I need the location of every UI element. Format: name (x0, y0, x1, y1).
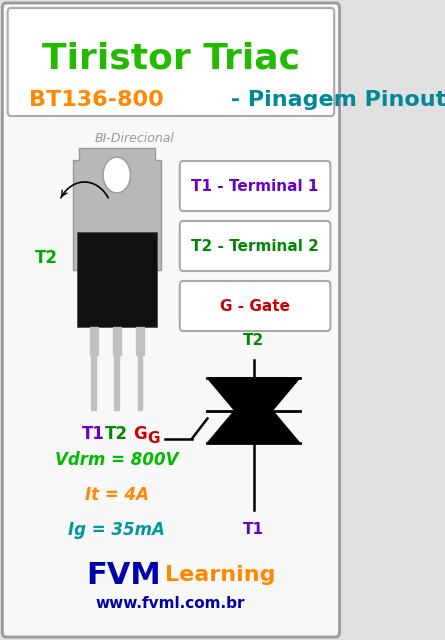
FancyBboxPatch shape (2, 3, 340, 637)
Text: BI-Direcional: BI-Direcional (94, 131, 174, 145)
Text: T2 - Terminal 2: T2 - Terminal 2 (191, 239, 319, 253)
Text: Ig = 35mA: Ig = 35mA (69, 521, 165, 539)
Polygon shape (207, 378, 299, 433)
Text: It = 4A: It = 4A (85, 486, 149, 504)
Text: T2: T2 (243, 333, 264, 348)
Text: G: G (147, 431, 160, 446)
Polygon shape (73, 148, 162, 270)
Polygon shape (138, 355, 142, 410)
Text: T1: T1 (82, 425, 105, 443)
Text: FVM: FVM (87, 561, 162, 589)
FancyBboxPatch shape (180, 161, 330, 211)
Polygon shape (90, 327, 97, 355)
Text: - Pinagem Pinout: - Pinagem Pinout (223, 90, 445, 110)
Text: G: G (133, 425, 147, 443)
Text: BT136-800: BT136-800 (28, 90, 163, 110)
Text: Learning: Learning (165, 565, 275, 585)
Text: G - Gate: G - Gate (220, 298, 290, 314)
Polygon shape (113, 327, 121, 355)
Circle shape (103, 157, 130, 193)
FancyBboxPatch shape (180, 221, 330, 271)
FancyBboxPatch shape (8, 8, 334, 116)
Polygon shape (207, 388, 299, 443)
Polygon shape (136, 327, 144, 355)
Text: T1 - Terminal 1: T1 - Terminal 1 (191, 179, 319, 193)
Polygon shape (91, 355, 96, 410)
Polygon shape (114, 355, 119, 410)
Text: T2: T2 (35, 249, 57, 267)
FancyBboxPatch shape (180, 281, 330, 331)
Text: T1: T1 (243, 522, 264, 538)
Text: T2: T2 (105, 425, 128, 443)
Text: www.fvml.com.br: www.fvml.com.br (96, 595, 245, 611)
Text: Vdrm = 800V: Vdrm = 800V (55, 451, 178, 469)
FancyBboxPatch shape (77, 232, 157, 327)
Text: Tiristor Triac: Tiristor Triac (41, 41, 299, 75)
